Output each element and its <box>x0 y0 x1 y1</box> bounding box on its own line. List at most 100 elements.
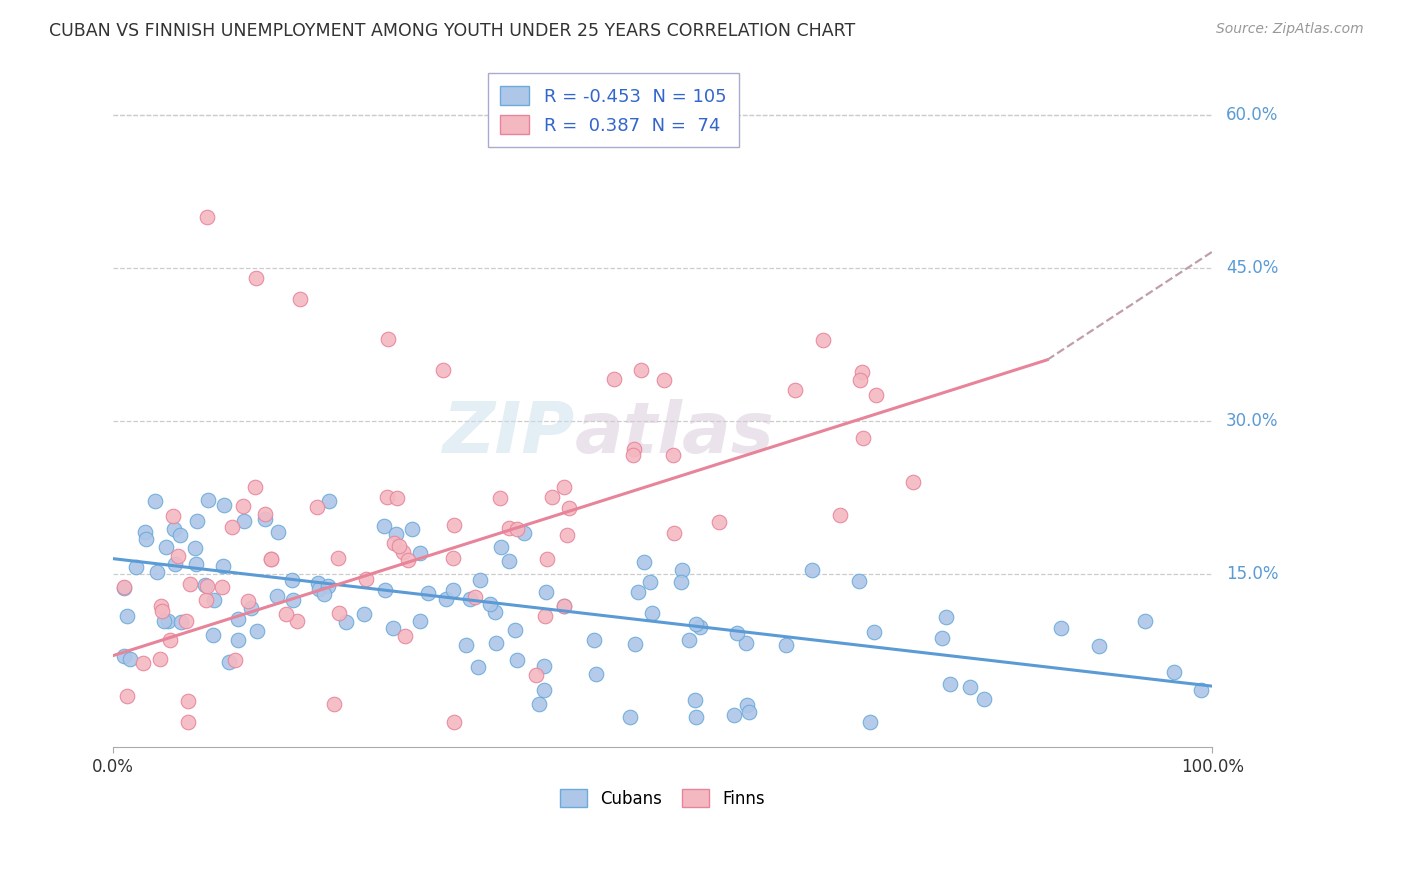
Point <box>652 373 675 387</box>
Point <box>685 616 707 631</box>
Point <box>176 714 198 729</box>
Point <box>533 659 555 673</box>
Point <box>401 523 423 537</box>
Point <box>484 605 506 619</box>
Point <box>169 528 191 542</box>
Point <box>260 552 283 566</box>
Point <box>387 540 409 554</box>
Point <box>221 519 243 533</box>
Point <box>146 566 169 580</box>
Point <box>619 710 641 724</box>
Point <box>157 614 180 628</box>
Point <box>585 667 607 681</box>
Point <box>725 626 748 640</box>
Point <box>479 597 502 611</box>
Point <box>285 614 308 628</box>
Point <box>328 606 350 620</box>
Point <box>536 552 558 566</box>
Point <box>852 431 875 445</box>
Point <box>735 698 758 712</box>
Text: 15.0%: 15.0% <box>1226 565 1278 583</box>
Point <box>678 632 700 647</box>
Point <box>467 660 489 674</box>
Point <box>689 620 711 634</box>
Point <box>664 526 686 541</box>
Point <box>243 480 266 494</box>
Point <box>939 677 962 691</box>
Point <box>194 593 217 607</box>
Point <box>314 586 336 600</box>
Point <box>685 710 707 724</box>
Point <box>671 563 693 577</box>
Point <box>624 637 647 651</box>
Point <box>851 365 873 379</box>
Point <box>723 708 745 723</box>
Point <box>640 575 662 590</box>
Point <box>1087 639 1109 653</box>
Point <box>441 583 464 598</box>
Point <box>973 692 995 706</box>
Point <box>266 524 288 539</box>
Point <box>153 614 176 628</box>
Point <box>464 590 486 604</box>
Point <box>524 667 547 681</box>
Point <box>498 554 520 568</box>
Point <box>236 594 259 608</box>
Point <box>184 557 207 571</box>
Point <box>246 624 269 639</box>
Point <box>281 574 304 588</box>
Text: 60.0%: 60.0% <box>1226 106 1278 124</box>
Point <box>454 638 477 652</box>
Point <box>179 577 201 591</box>
Point <box>143 494 166 508</box>
Legend: Cubans, Finns: Cubans, Finns <box>554 782 772 814</box>
Point <box>1163 665 1185 679</box>
Point <box>132 657 155 671</box>
Point <box>375 491 398 505</box>
Point <box>281 592 304 607</box>
Point <box>384 536 406 550</box>
Point <box>316 579 339 593</box>
Point <box>318 494 340 508</box>
Point <box>901 475 924 489</box>
Point <box>373 518 395 533</box>
Point <box>228 612 250 626</box>
Point <box>166 549 188 564</box>
Point <box>253 508 276 522</box>
Text: ZIP: ZIP <box>443 399 575 467</box>
Point <box>553 599 575 613</box>
Text: Source: ZipAtlas.com: Source: ZipAtlas.com <box>1216 22 1364 37</box>
Point <box>557 501 579 516</box>
Point <box>633 555 655 569</box>
Point <box>1049 621 1071 635</box>
Point <box>801 563 824 577</box>
Point <box>583 633 606 648</box>
Point <box>391 545 413 559</box>
Text: atlas: atlas <box>575 399 775 467</box>
Point <box>441 550 464 565</box>
Point <box>553 480 575 494</box>
Point <box>197 492 219 507</box>
Point <box>226 632 249 647</box>
Point <box>503 623 526 637</box>
Point <box>396 553 419 567</box>
Point <box>683 693 706 707</box>
Point <box>245 271 267 285</box>
Point <box>468 574 491 588</box>
Point <box>408 614 430 628</box>
Point <box>308 582 330 597</box>
Point <box>124 560 146 574</box>
Point <box>541 490 564 504</box>
Point <box>159 632 181 647</box>
Point <box>307 500 329 515</box>
Point <box>621 448 644 462</box>
Point <box>527 698 550 712</box>
Point <box>115 690 138 704</box>
Point <box>385 491 408 505</box>
Point <box>935 610 957 624</box>
Point <box>432 363 454 377</box>
Point <box>112 649 135 664</box>
Text: 30.0%: 30.0% <box>1226 412 1278 430</box>
Point <box>354 572 377 586</box>
Point <box>112 582 135 596</box>
